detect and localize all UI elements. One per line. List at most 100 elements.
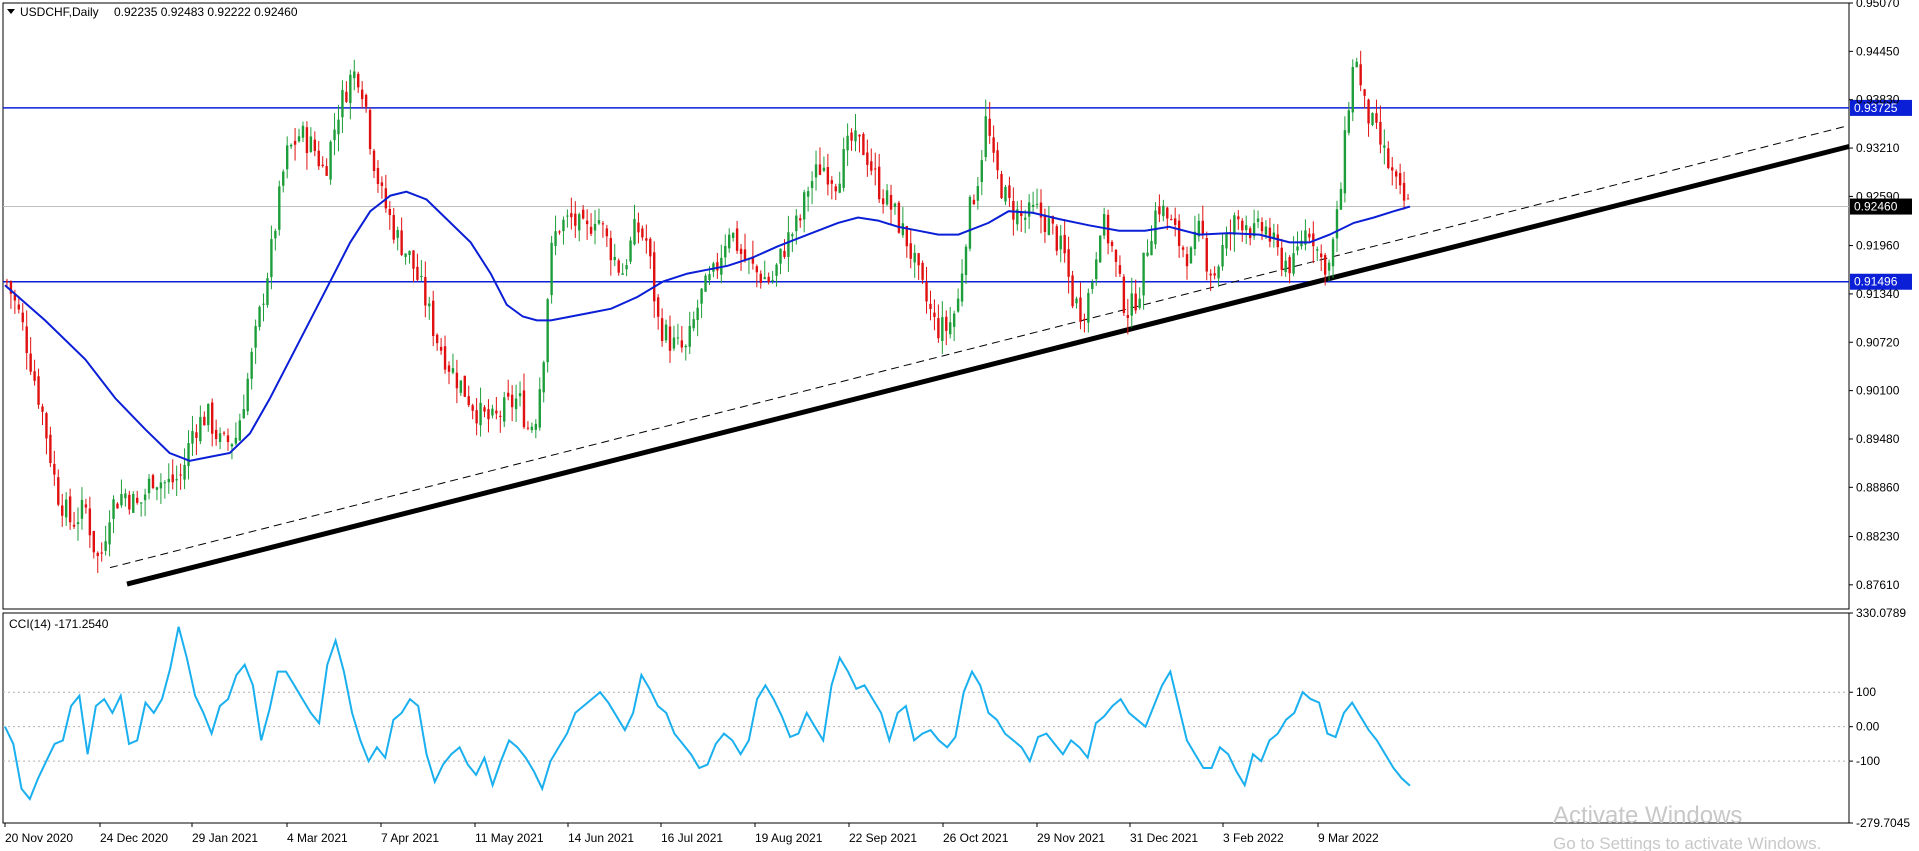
candle-body: [617, 260, 620, 273]
candle-body: [968, 196, 972, 249]
price-tick-label: 0.94450: [1856, 44, 1900, 58]
candle-body: [633, 218, 636, 245]
candle-body: [163, 482, 167, 484]
candle-body: [112, 499, 115, 519]
candle-body: [1272, 232, 1276, 238]
candle-body: [581, 209, 585, 219]
candle-body: [68, 496, 72, 523]
candle-body: [731, 232, 735, 238]
price-axis[interactable]: 0.95070 0.94450 0.93830 0.93210 0.92590 0.919…: [1849, 0, 1900, 592]
candle-body: [1209, 273, 1212, 276]
candle-body: [763, 277, 766, 280]
candle-body: [724, 245, 727, 258]
candle-body: [1256, 218, 1260, 222]
candle-body: [266, 278, 269, 305]
candle-body: [858, 134, 861, 137]
cci-axis[interactable]: 330.0789 100 0.00 -100 -279.7045: [1849, 606, 1910, 830]
candle-body: [664, 324, 668, 341]
candle-body: [499, 415, 502, 417]
candle-body: [151, 475, 155, 489]
candle-body: [1276, 234, 1279, 248]
candle-body: [372, 150, 376, 171]
candle-body: [708, 274, 711, 281]
candle-body: [810, 181, 814, 189]
candle-body: [1126, 315, 1130, 318]
time-tick-label: 19 Aug 2021: [755, 831, 823, 845]
candle-body: [88, 508, 92, 536]
candle-body: [554, 231, 557, 247]
candle-body: [1091, 282, 1094, 290]
candle-body: [558, 231, 561, 233]
moving-average: [4, 190, 1411, 462]
candle-body: [49, 434, 52, 464]
candle-body: [207, 403, 210, 426]
candle-body: [1383, 145, 1386, 148]
candle-body: [41, 406, 44, 412]
candle-body: [396, 230, 399, 238]
collapse-triangle-icon[interactable]: [7, 9, 15, 14]
candle-body: [1288, 257, 1291, 274]
activate-windows-title: Activate Windows: [1553, 802, 1742, 829]
candle-body: [1055, 226, 1058, 251]
candle-body: [459, 380, 463, 393]
candle-body: [941, 317, 944, 341]
candle-body: [487, 409, 490, 420]
candle-body: [621, 273, 624, 275]
candle-body: [905, 225, 909, 247]
candle-body: [641, 228, 644, 238]
candle-body: [159, 482, 163, 489]
candle-body: [1063, 234, 1066, 254]
candle-body: [881, 198, 885, 205]
candle-body: [1375, 113, 1378, 123]
candle-body: [668, 326, 672, 351]
candle-body: [826, 167, 830, 185]
candle-body: [850, 132, 853, 141]
candle-body: [443, 346, 447, 370]
candle-body: [428, 303, 431, 307]
candle-body: [400, 230, 403, 255]
candle-body: [329, 141, 332, 180]
candle-body: [1363, 89, 1366, 96]
candle-body: [822, 167, 826, 171]
candle-body: [483, 407, 486, 412]
candle-body: [321, 164, 324, 167]
candle-body: [799, 218, 802, 221]
candle-body: [680, 340, 684, 348]
candle-body: [566, 215, 569, 217]
candle-body: [376, 168, 380, 185]
time-axis[interactable]: 20 Nov 2020 24 Dec 2020 29 Jan 2021 4 Mar 2…: [4, 823, 1379, 845]
candle-body: [57, 477, 60, 505]
candle-body: [629, 240, 632, 262]
candle-body: [1264, 226, 1268, 235]
candle-body: [984, 116, 987, 158]
candle-body: [1146, 252, 1149, 256]
candle-body: [278, 186, 281, 230]
candle-body: [1008, 185, 1011, 198]
candle-body: [870, 161, 873, 171]
candle-body: [333, 129, 336, 141]
cci-line: [4, 626, 1411, 801]
candle-body: [996, 150, 999, 171]
candle-body: [1351, 67, 1354, 113]
candle-body: [952, 313, 956, 327]
candle-body: [1193, 231, 1197, 250]
candle-body: [451, 368, 455, 373]
candle-body: [246, 378, 249, 412]
time-tick-label: 3 Feb 2022: [1223, 831, 1284, 845]
candle-body: [467, 396, 470, 406]
candle-body: [254, 326, 257, 348]
candle-body: [297, 136, 301, 142]
horizontal-levels: 0.93725 0.91496 0.92460: [3, 99, 1912, 290]
candle-body: [949, 322, 952, 335]
level-tag: [1850, 273, 1912, 290]
candle-body: [570, 213, 573, 218]
candle-body: [802, 192, 806, 220]
candle-body: [542, 362, 545, 393]
candle-body: [1221, 244, 1224, 267]
cci-tick-label: 0.00: [1856, 720, 1880, 734]
candle-body: [534, 423, 538, 430]
candle-body: [601, 223, 605, 225]
chart-ohlc: 0.92235 0.92483 0.92222 0.92460: [114, 5, 298, 19]
candle-body: [210, 402, 214, 434]
candle-body: [775, 264, 778, 276]
